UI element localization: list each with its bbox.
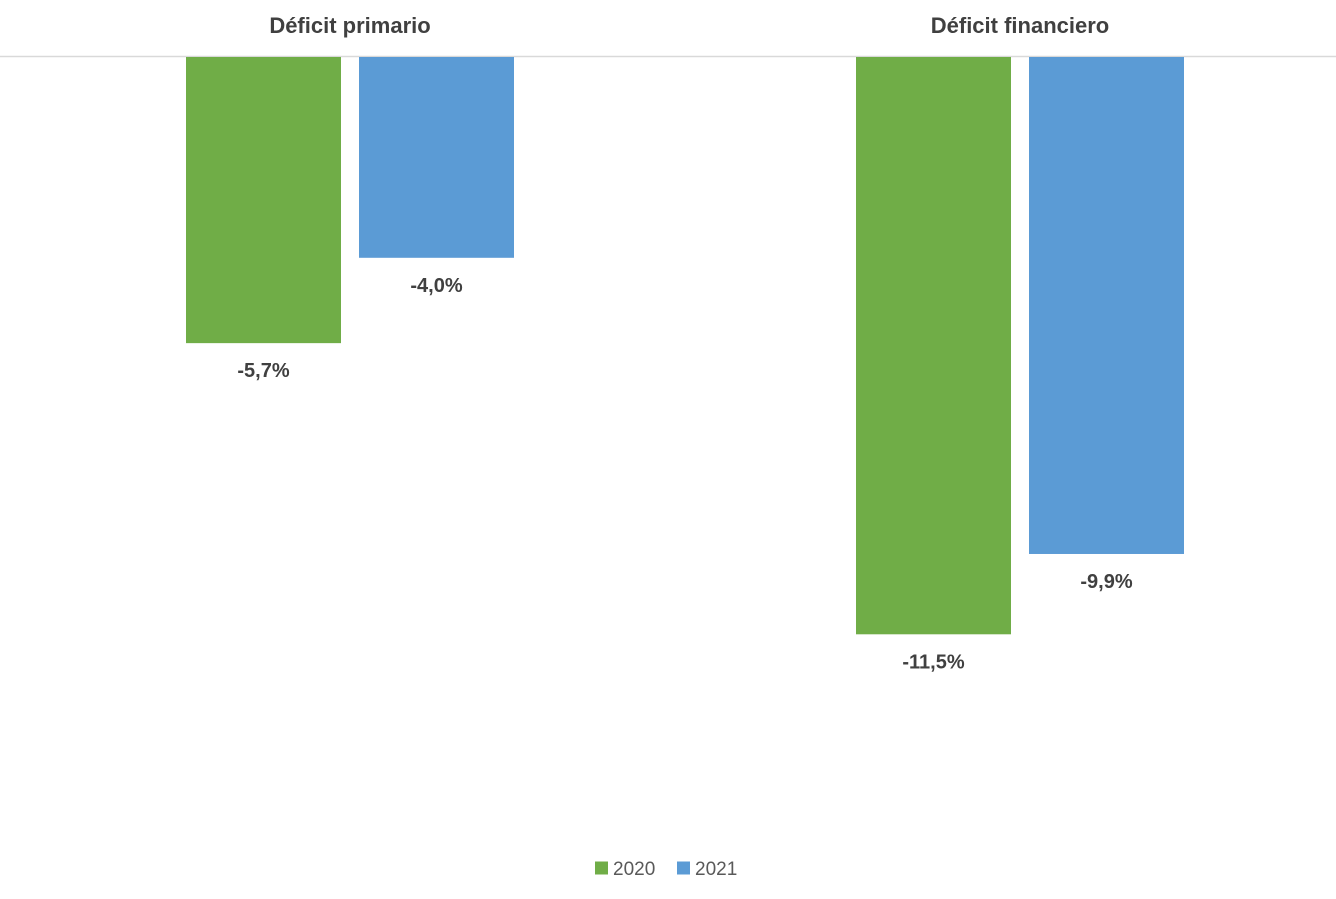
data-labels: -5,7% -4,0% -11,5% -9,9% [237,275,1132,674]
data-label: -9,9% [1080,571,1132,593]
bar-2021-2 [1029,57,1184,554]
bars [186,57,1184,635]
legend-label: 2021 [695,859,737,880]
bar-2020-1 [186,57,341,344]
legend-swatch-2021 [677,861,690,875]
data-label: -4,0% [410,275,462,297]
category-labels: Déficit primario Déficit financiero [269,13,1109,38]
data-label: -5,7% [237,360,289,382]
legend: 2020 2021 [595,859,737,880]
bar-2020-2 [856,57,1011,635]
bar-2021-1 [359,57,514,258]
category-label: Déficit financiero [931,13,1109,38]
legend-label: 2020 [613,859,655,880]
legend-swatch-2020 [595,861,608,875]
category-label: Déficit primario [269,13,430,38]
data-label: -11,5% [902,651,964,673]
